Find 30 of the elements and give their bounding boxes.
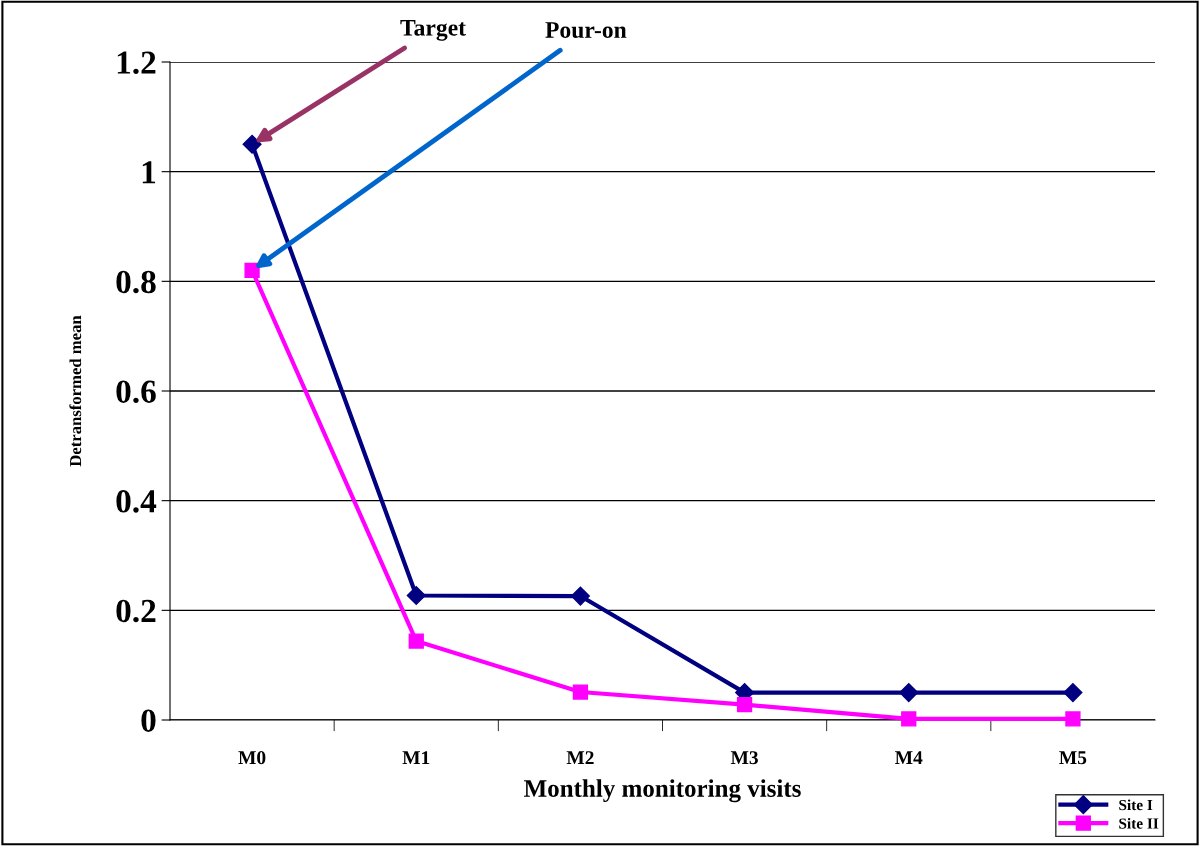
y-tick-label: 1 (142, 161, 156, 184)
x-tick-label: M3 (730, 751, 758, 765)
point (901, 711, 917, 727)
point (899, 683, 919, 703)
x-tick-label: M2 (566, 751, 594, 765)
point (570, 586, 590, 606)
point (572, 684, 589, 700)
y-tick-label: 0.2 (116, 599, 156, 623)
x-tick-label: M5 (1059, 751, 1087, 765)
annotation: Pour-on (545, 22, 627, 38)
annotation: Target (400, 20, 466, 41)
point (1063, 683, 1083, 703)
legend-label: Site I (1119, 799, 1153, 811)
point (736, 697, 753, 713)
point (242, 134, 262, 154)
legend-label: Site II (1119, 817, 1159, 829)
y-axis-title: Detransformed mean (69, 315, 82, 467)
x-tick-label: M4 (895, 751, 923, 765)
y-tick-label: 0.8 (116, 270, 156, 294)
point (408, 633, 424, 649)
point (244, 262, 260, 279)
x-tick-label: M1 (402, 751, 430, 765)
x-tick-label: M0 (238, 751, 266, 765)
y-tick-label: 0 (141, 709, 156, 732)
x-axis-title: Monthly monitoring visits (524, 779, 801, 803)
point (406, 585, 426, 606)
y-tick-label: 0.6 (116, 380, 156, 404)
y-tick-label: 1.2 (117, 51, 156, 75)
y-tick-label: 0.4 (116, 490, 157, 513)
point (1065, 711, 1081, 727)
